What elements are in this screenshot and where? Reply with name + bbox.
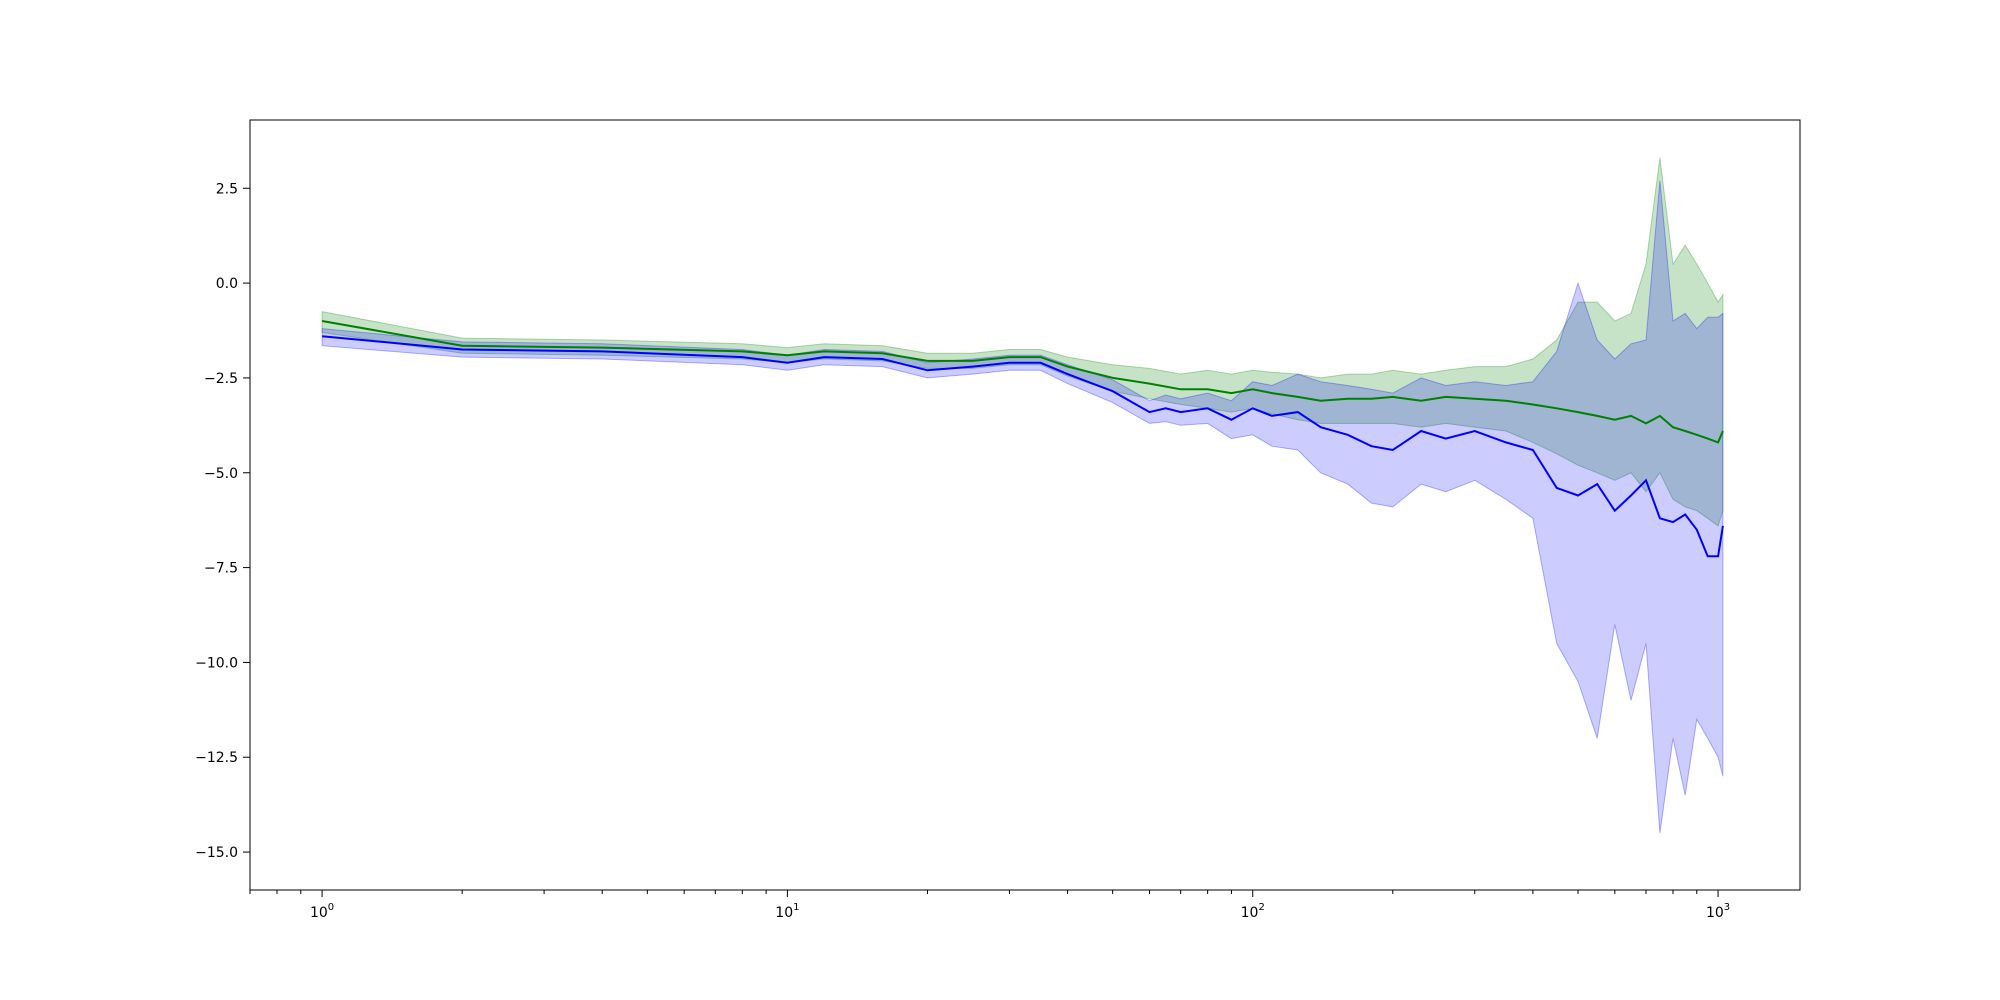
x-tick-label: 101	[775, 902, 799, 921]
plot-background	[250, 120, 1800, 890]
series-lines	[321, 320, 1724, 558]
y-axis: 2.5 0.0 −2.5 −5.0 −7.5 −10.0 −12.5 −15.0	[195, 181, 250, 861]
x-tick-label: 100	[310, 902, 334, 921]
y-tick-label: 2.5	[216, 181, 238, 197]
line-series-1	[321, 320, 1724, 444]
band-series-2	[321, 180, 1724, 834]
y-tick-label: 0.0	[216, 276, 238, 292]
x-tick-label: 103	[1706, 902, 1730, 921]
y-tick-label: −10.0	[195, 655, 238, 671]
x-tick-label: 102	[1241, 902, 1265, 921]
y-tick-label: −7.5	[204, 561, 238, 577]
y-tick-label: −5.0	[204, 466, 238, 482]
y-tick-label: −2.5	[204, 371, 238, 387]
plot-frame	[249, 119, 1801, 891]
band-series-1	[321, 157, 1724, 527]
x-axis: 100 101 102 103	[249, 890, 1730, 921]
y-tick-label: −12.5	[195, 750, 238, 766]
line-series-2	[322, 335, 1724, 558]
confidence-bands	[321, 157, 1724, 834]
y-tick-label: −15.0	[195, 845, 238, 861]
